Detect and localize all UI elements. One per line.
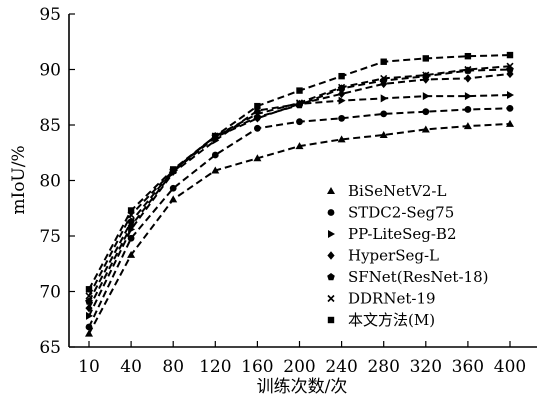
x-tick-label: 40 (120, 357, 142, 377)
y-axis-title: mIoU/% (9, 145, 29, 214)
data-point (295, 99, 304, 107)
data-point (464, 74, 472, 83)
data-point (86, 311, 93, 320)
y-tick-label: 90 (39, 61, 61, 81)
x-tick-label: 200 (283, 357, 315, 377)
y-tick-label: 85 (39, 116, 61, 136)
data-point (85, 323, 93, 331)
series-x (85, 62, 514, 300)
data-point (380, 74, 388, 82)
series-square (85, 51, 514, 293)
data-point (295, 142, 304, 150)
data-point (170, 166, 177, 173)
data-point (211, 166, 220, 174)
data-point (253, 110, 261, 118)
data-point (422, 92, 430, 101)
data-point (169, 195, 178, 203)
data-point (85, 303, 93, 313)
legend-marker (327, 294, 335, 303)
x-tick-label: 280 (367, 357, 399, 377)
data-point (127, 207, 135, 214)
legend-marker (327, 316, 335, 324)
data-point (338, 89, 346, 99)
data-point (254, 124, 261, 132)
data-point (506, 119, 514, 127)
x-tick-label: 160 (241, 357, 273, 377)
data-point (464, 106, 472, 113)
series-circle (85, 104, 514, 331)
legend-marker (327, 273, 335, 281)
data-point (380, 94, 388, 103)
legend-label: HyperSeg-L (348, 247, 439, 265)
data-point (422, 55, 429, 62)
data-point (296, 87, 303, 94)
data-point (506, 104, 514, 112)
data-point (422, 108, 430, 116)
legend-marker (327, 251, 335, 260)
x-tick-label: 80 (162, 357, 184, 377)
data-point (464, 92, 472, 101)
data-point (464, 65, 472, 74)
legend-label: SFNet(ResNet-18) (348, 268, 488, 286)
data-point (127, 234, 135, 242)
legend-label: DDRNet-19 (348, 290, 436, 308)
data-point (85, 292, 93, 300)
data-point (212, 132, 219, 140)
legend-label: STDC2-Seg75 (348, 204, 454, 222)
y-tick-label: 80 (39, 172, 61, 192)
legend-label: BiSeNetV2-L (348, 182, 446, 200)
x-ticks: 10 40 80 120 160 200 240 280 320 360 400 (78, 341, 526, 377)
y-tick-label: 75 (39, 227, 61, 247)
data-point (380, 110, 388, 118)
data-point (211, 151, 219, 159)
data-point (338, 96, 346, 105)
data-point (296, 118, 303, 126)
data-point (380, 58, 387, 65)
data-point (338, 83, 346, 91)
data-point (506, 62, 514, 70)
series-triangle-up (85, 119, 514, 337)
x-tick-label: 320 (410, 357, 442, 377)
y-tick-label: 95 (39, 5, 61, 25)
legend-marker (327, 209, 335, 216)
series-layer (85, 51, 514, 337)
data-point (506, 69, 514, 79)
data-point (506, 51, 514, 59)
data-point (464, 52, 472, 60)
y-tick-label: 65 (39, 338, 61, 358)
series-line (88, 72, 511, 309)
y-ticks: 65 70 75 80 85 90 95 (39, 5, 75, 358)
legend: BiSeNetV2-L STDC2-Seg75 PP-LiteSeg-B2 Hyper… (327, 182, 488, 329)
data-point (127, 217, 135, 225)
data-point (127, 250, 136, 258)
x-axis-title: 训练次数/次 (257, 377, 348, 397)
data-point (422, 71, 430, 79)
data-point (85, 286, 93, 293)
data-point (379, 130, 388, 138)
data-point (85, 329, 93, 337)
data-point (169, 184, 177, 192)
legend-label: PP-LiteSeg-B2 (348, 225, 457, 243)
y-tick-label: 70 (39, 283, 61, 303)
data-point (337, 135, 346, 143)
x-tick-label: 120 (199, 357, 231, 377)
data-point (338, 114, 345, 122)
data-point (507, 91, 514, 100)
axes (68, 14, 537, 348)
data-point (463, 122, 472, 130)
legend-label: 本文方法(M) (348, 311, 435, 329)
data-point (85, 297, 93, 305)
data-point (338, 72, 345, 80)
x-tick-label: 360 (452, 357, 484, 377)
x-tick-label: 240 (325, 357, 357, 377)
data-point (253, 154, 262, 162)
data-point (254, 102, 261, 110)
data-point (421, 125, 430, 133)
x-tick-label: 10 (78, 357, 100, 377)
x-tick-label: 400 (494, 357, 526, 377)
legend-marker (327, 187, 335, 194)
legend-marker (328, 230, 335, 238)
